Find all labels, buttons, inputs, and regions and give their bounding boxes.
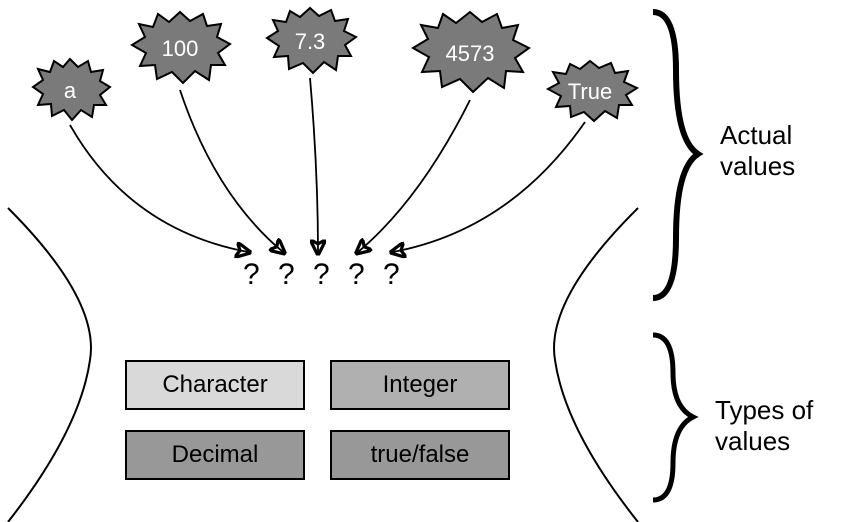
box-character: Character	[125, 360, 305, 410]
brace-actual	[648, 0, 708, 310]
box-decimal: Decimal	[125, 430, 305, 480]
label-types-line2: values	[715, 426, 790, 456]
diagram-stage: a 100 7.3 4573 True ? ? ? ? ?	[0, 0, 864, 522]
label-actual-line2: values	[720, 151, 795, 181]
label-actual-line1: Actual	[720, 120, 792, 150]
label-types: Types of values	[715, 395, 813, 457]
label-actual: Actual values	[720, 120, 795, 182]
box-truefalse: true/false	[330, 430, 510, 480]
brace-types	[648, 325, 703, 510]
box-integer: Integer	[330, 360, 510, 410]
label-types-line1: Types of	[715, 395, 813, 425]
